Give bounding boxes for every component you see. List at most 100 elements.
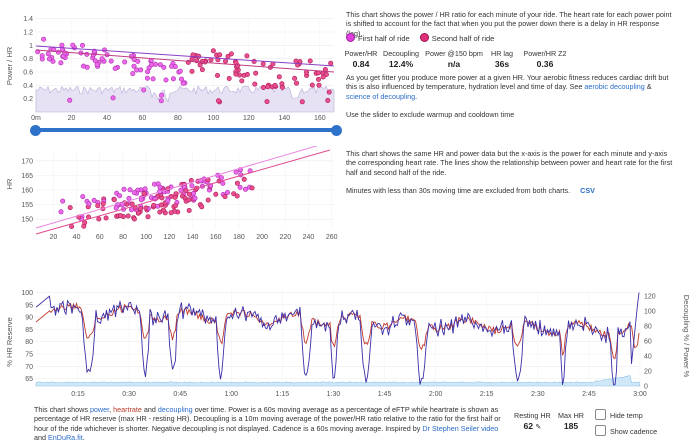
x-tick-label: 80: [119, 234, 127, 241]
data-point: [112, 66, 118, 72]
data-point: [244, 53, 250, 59]
data-point: [103, 215, 109, 221]
show-cadence-toggle[interactable]: Show cadence: [595, 425, 657, 436]
legend-second-half[interactable]: Second half of ride: [419, 33, 494, 43]
y-tick-label: 1.4: [23, 16, 33, 23]
seiler-video-link[interactable]: Dr Stephen Seiler video: [422, 423, 499, 433]
x-tick-label: 120: [164, 234, 176, 241]
data-point: [252, 81, 258, 87]
data-point: [108, 58, 114, 64]
y-tick-right: 20: [644, 369, 652, 376]
data-point: [192, 195, 198, 201]
y-tick-label: 155: [21, 202, 33, 209]
x-tick-label: 0:45: [173, 391, 187, 398]
y-tick-label: 160: [21, 188, 33, 195]
data-point: [91, 197, 97, 203]
c3-left-axis-label: % HR Reserve: [5, 317, 14, 367]
pencil-icon[interactable]: ✎: [535, 424, 542, 431]
x-tick-label: 120: [243, 115, 255, 122]
data-point: [216, 98, 222, 104]
data-point: [249, 185, 255, 191]
data-point: [220, 180, 226, 186]
data-point: [244, 72, 250, 78]
data-point: [177, 68, 183, 74]
y-tick-left: 70: [25, 364, 33, 371]
data-point: [158, 98, 164, 104]
data-point: [218, 175, 224, 181]
data-point: [138, 206, 144, 212]
data-point: [234, 193, 240, 199]
data-point: [80, 194, 86, 200]
endura-link[interactable]: EnDuRa.fit: [48, 433, 83, 443]
data-point: [215, 73, 221, 79]
data-point: [58, 60, 64, 66]
data-point: [272, 82, 278, 88]
data-point: [95, 203, 101, 209]
data-point: [50, 58, 56, 64]
data-point: [173, 203, 179, 209]
data-point: [264, 99, 270, 105]
data-point: [328, 60, 334, 66]
science-of-decoupling-link[interactable]: science of decoupling: [346, 91, 416, 101]
data-point: [145, 69, 151, 75]
data-point: [86, 201, 92, 207]
show-cadence-checkbox[interactable]: [595, 425, 606, 436]
aerobic-decoupling-link[interactable]: aerobic decoupling: [584, 82, 645, 92]
hide-temp-checkbox[interactable]: [595, 409, 606, 420]
legend-first-half[interactable]: First half of ride: [346, 33, 412, 43]
data-point: [186, 191, 192, 197]
x-tick-label: 2:30: [531, 391, 545, 398]
y-tick-left: 65: [25, 376, 33, 383]
data-point: [100, 201, 106, 207]
data-point: [309, 82, 315, 88]
x-tick-label: 0:15: [71, 391, 85, 398]
data-point: [199, 204, 205, 210]
metric-hr-lag: HR lag 36s: [491, 49, 513, 69]
data-point: [125, 213, 131, 219]
resting-hr-value[interactable]: 62 ✎: [523, 421, 542, 431]
csv-download-link[interactable]: CSV: [580, 186, 595, 195]
data-point: [253, 70, 259, 76]
metric-power-150-bpm: Power @150 bpm n/a: [425, 49, 483, 69]
data-point: [265, 84, 271, 90]
c3-right-axis-label: Decoupling % / Power %: [682, 295, 690, 378]
data-point: [233, 169, 239, 175]
data-point: [231, 191, 237, 197]
regression-line-first: [35, 146, 319, 229]
data-point: [316, 82, 322, 88]
warmup-slider-track[interactable]: [34, 128, 336, 132]
x-tick-label: 100: [208, 115, 220, 122]
data-point: [279, 84, 285, 90]
legend: First half of ride Second half of ride: [346, 33, 494, 43]
data-point: [45, 51, 51, 57]
x-tick-label: 2:15: [480, 391, 494, 398]
metrics-row: Power/HR 0.84 Decoupling 12.4% Power @150 bp…: [344, 49, 570, 69]
data-point: [142, 186, 148, 192]
y-tick-left: 80: [25, 339, 33, 346]
data-point: [130, 71, 136, 77]
data-point: [135, 58, 141, 64]
data-point: [121, 186, 127, 192]
data-point: [144, 75, 150, 81]
data-point: [152, 61, 158, 67]
slider-end-handle[interactable]: [331, 124, 342, 136]
data-point: [293, 80, 299, 86]
data-point: [143, 205, 149, 211]
y-tick-left: 90: [25, 315, 33, 322]
x-tick-label: 2:00: [429, 391, 443, 398]
data-point: [129, 201, 135, 207]
data-point: [129, 53, 135, 59]
hide-temp-toggle[interactable]: Hide temp: [595, 409, 643, 420]
data-point: [303, 69, 309, 75]
slider-start-handle[interactable]: [30, 124, 41, 136]
c2-y-axis-label: HR: [5, 178, 14, 189]
slider-instructions: Use the slider to exclude warmup and coo…: [346, 110, 515, 119]
data-point: [141, 87, 147, 93]
x-tick-label: 0m: [31, 115, 41, 122]
data-point: [122, 59, 128, 65]
resting-hr: Resting HR 62 ✎: [514, 411, 551, 431]
x-tick-label: 140: [278, 115, 290, 122]
data-point: [208, 57, 214, 63]
data-point: [46, 56, 52, 62]
data-point: [131, 216, 137, 222]
